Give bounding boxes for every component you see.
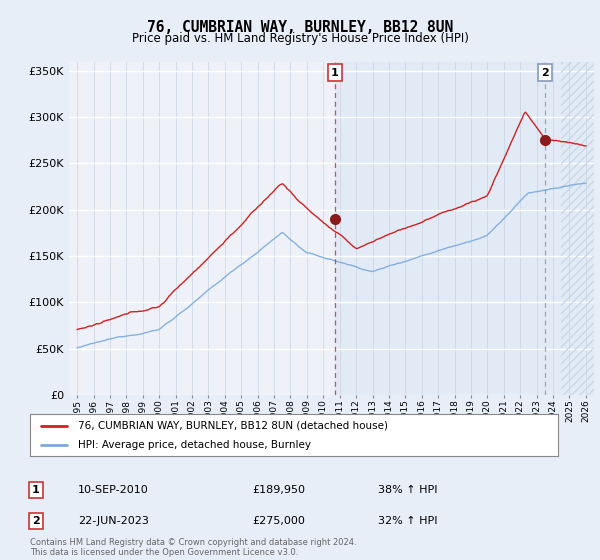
Text: 76, CUMBRIAN WAY, BURNLEY, BB12 8UN (detached house): 76, CUMBRIAN WAY, BURNLEY, BB12 8UN (det… [77, 421, 388, 431]
Text: 1: 1 [331, 68, 338, 78]
Text: 1: 1 [32, 485, 40, 495]
Text: 22-JUN-2023: 22-JUN-2023 [78, 516, 149, 526]
Text: £275,000: £275,000 [252, 516, 305, 526]
Bar [561, 62, 594, 395]
Text: 76, CUMBRIAN WAY, BURNLEY, BB12 8UN: 76, CUMBRIAN WAY, BURNLEY, BB12 8UN [147, 20, 453, 35]
Bar [561, 62, 594, 395]
Bar [335, 62, 594, 395]
Text: Price paid vs. HM Land Registry's House Price Index (HPI): Price paid vs. HM Land Registry's House … [131, 32, 469, 45]
Text: £189,950: £189,950 [252, 485, 305, 495]
Text: 38% ↑ HPI: 38% ↑ HPI [378, 485, 437, 495]
Text: HPI: Average price, detached house, Burnley: HPI: Average price, detached house, Burn… [77, 440, 311, 450]
Text: 32% ↑ HPI: 32% ↑ HPI [378, 516, 437, 526]
Text: Contains HM Land Registry data © Crown copyright and database right 2024.
This d: Contains HM Land Registry data © Crown c… [30, 538, 356, 557]
Text: 10-SEP-2010: 10-SEP-2010 [78, 485, 149, 495]
Text: 2: 2 [32, 516, 40, 526]
Text: 2: 2 [541, 68, 548, 78]
